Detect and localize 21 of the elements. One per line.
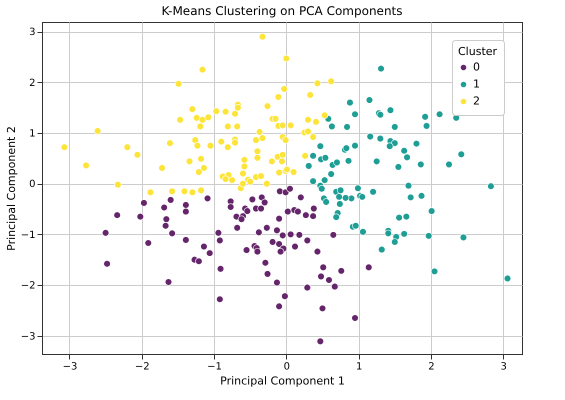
legend-label: 2 <box>473 94 480 108</box>
y-tick-label: 1 <box>29 128 36 140</box>
x-tick-label: −1 <box>207 362 222 372</box>
x-tick-label: 3 <box>500 362 507 372</box>
y-tick-label: −1 <box>20 230 36 241</box>
chart-title: K-Means Clustering on PCA Components <box>162 4 402 18</box>
x-tick-label: 1 <box>356 362 362 372</box>
legend-title: Cluster <box>458 45 498 58</box>
x-tick-label: −2 <box>134 362 150 372</box>
legend-label: 1 <box>473 78 480 90</box>
legend-label: 0 <box>473 60 480 74</box>
x-tick-label: −3 <box>62 362 78 372</box>
x-tick-label: 2 <box>428 362 435 372</box>
y-axis-title: Principal Component 2 <box>4 126 18 251</box>
y-tick-label: −2 <box>20 280 36 292</box>
x-axis-title: Principal Component 1 <box>220 374 345 388</box>
x-tick-label: 0 <box>284 362 290 372</box>
y-tick-label: 0 <box>29 179 36 190</box>
y-tick-label: 3 <box>29 27 36 38</box>
y-tick-label: 2 <box>29 78 36 89</box>
y-tick-label: −3 <box>20 331 36 342</box>
